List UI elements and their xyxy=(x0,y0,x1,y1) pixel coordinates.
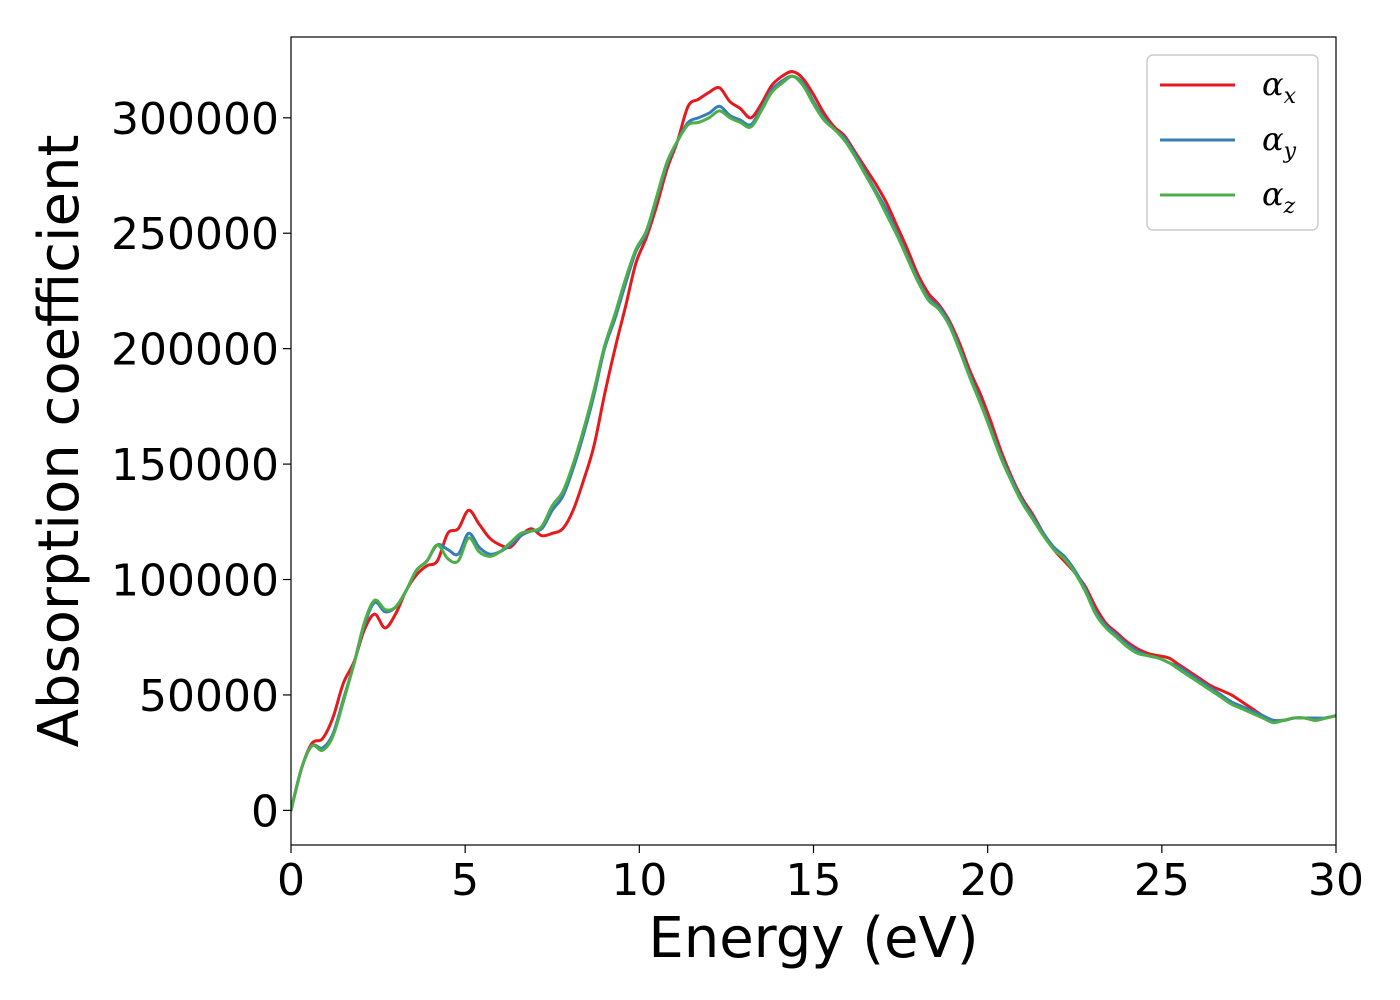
legend-label-alpha-y: αy xyxy=(1262,120,1297,164)
legend: αx αy αz xyxy=(1146,54,1319,231)
x-tick-label: 30 xyxy=(1308,855,1364,906)
y-tick-label: 0 xyxy=(251,786,279,837)
x-tick-label: 0 xyxy=(277,855,305,906)
series-line-alpha-z xyxy=(291,74,1336,812)
y-tick-label: 250000 xyxy=(111,209,279,260)
y-tick-label: 300000 xyxy=(111,94,279,145)
x-tick-label: 15 xyxy=(786,855,842,906)
y-tick-label: 200000 xyxy=(111,325,279,376)
plot-lines xyxy=(291,70,1336,812)
y-tick-label: 100000 xyxy=(111,556,279,607)
legend-label-alpha-x: αx xyxy=(1262,65,1297,109)
x-tick-label: 5 xyxy=(451,855,479,906)
legend-label-alpha-z: αz xyxy=(1262,175,1296,219)
series-line-alpha-x xyxy=(291,70,1336,812)
x-axis-ticks: 0 5 10 15 20 25 30 xyxy=(277,845,1364,906)
y-axis-ticks: 0 50000 100000 150000 200000 250000 300000 xyxy=(111,94,291,837)
y-tick-label: 150000 xyxy=(111,440,279,491)
legend-box xyxy=(1146,54,1319,231)
x-tick-label: 10 xyxy=(611,855,667,906)
x-tick-label: 25 xyxy=(1134,855,1190,906)
x-tick-label: 20 xyxy=(960,855,1016,906)
y-tick-label: 50000 xyxy=(139,671,279,722)
y-axis-label: Absorption coefficient xyxy=(27,135,92,748)
x-axis-label: Energy (eV) xyxy=(648,906,978,971)
